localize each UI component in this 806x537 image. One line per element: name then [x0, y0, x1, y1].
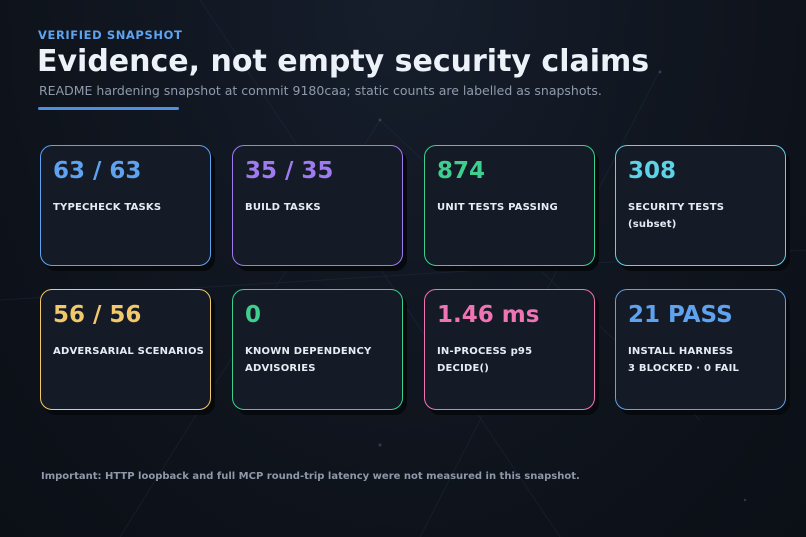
metric-label: IN-PROCESS p95 DECIDE()	[437, 343, 586, 377]
metric-card: 308 SECURITY TESTS (subset)	[615, 145, 786, 266]
metric-label: INSTALL HARNESS 3 BLOCKED · 0 FAIL	[628, 343, 777, 377]
metric-card: 63 / 63 TYPECHECK TASKS	[40, 145, 211, 266]
metric-value: 1.46 ms	[437, 302, 540, 328]
metric-label-line: ADVERSARIAL SCENARIOS	[53, 346, 205, 357]
metric-card: 1.46 ms IN-PROCESS p95 DECIDE()	[424, 289, 595, 410]
title-underline	[38, 107, 179, 110]
metric-label: TYPECHECK TASKS	[53, 199, 202, 216]
metric-card: 874 UNIT TESTS PASSING	[424, 145, 595, 266]
metric-label: UNIT TESTS PASSING	[437, 199, 586, 216]
metric-label: BUILD TASKS	[245, 199, 394, 216]
kicker-label: VERIFIED SNAPSHOT	[38, 28, 183, 42]
metric-card: 35 / 35 BUILD TASKS	[232, 145, 403, 266]
metric-label-line: DECIDE()	[437, 363, 490, 374]
metric-card: 56 / 56 ADVERSARIAL SCENARIOS	[40, 289, 211, 410]
metric-value: 874	[437, 158, 486, 184]
metric-label: KNOWN DEPENDENCY ADVISORIES	[245, 343, 394, 377]
page-subtitle: README hardening snapshot at commit 9180…	[39, 83, 602, 98]
metric-value: 35 / 35	[245, 158, 334, 184]
metric-label-line: 3 BLOCKED · 0 FAIL	[628, 363, 740, 374]
metric-value: 56 / 56	[53, 302, 142, 328]
metric-label-line: BUILD TASKS	[245, 202, 321, 213]
metric-label-line: KNOWN DEPENDENCY	[245, 346, 372, 357]
metric-value: 63 / 63	[53, 158, 142, 184]
metric-value: 0	[245, 302, 262, 328]
metric-label-line: INSTALL HARNESS	[628, 346, 734, 357]
metric-card: 21 PASS INSTALL HARNESS 3 BLOCKED · 0 FAIL	[615, 289, 786, 410]
metric-label-line: (subset)	[628, 219, 677, 230]
metric-card: 0 KNOWN DEPENDENCY ADVISORIES	[232, 289, 403, 410]
metric-label-line: IN-PROCESS p95	[437, 346, 533, 357]
metric-label-line: ADVISORIES	[245, 363, 316, 374]
metric-label: ADVERSARIAL SCENARIOS	[53, 343, 205, 360]
page-title: Evidence, not empty security claims	[37, 44, 650, 79]
metric-label-line: TYPECHECK TASKS	[53, 202, 162, 213]
metric-value: 308	[628, 158, 677, 184]
footnote: Important: HTTP loopback and full MCP ro…	[41, 471, 580, 482]
metric-value: 21 PASS	[628, 302, 733, 328]
metric-label: SECURITY TESTS (subset)	[628, 199, 777, 233]
metric-label-line: UNIT TESTS PASSING	[437, 202, 558, 213]
metric-label-line: SECURITY TESTS	[628, 202, 725, 213]
